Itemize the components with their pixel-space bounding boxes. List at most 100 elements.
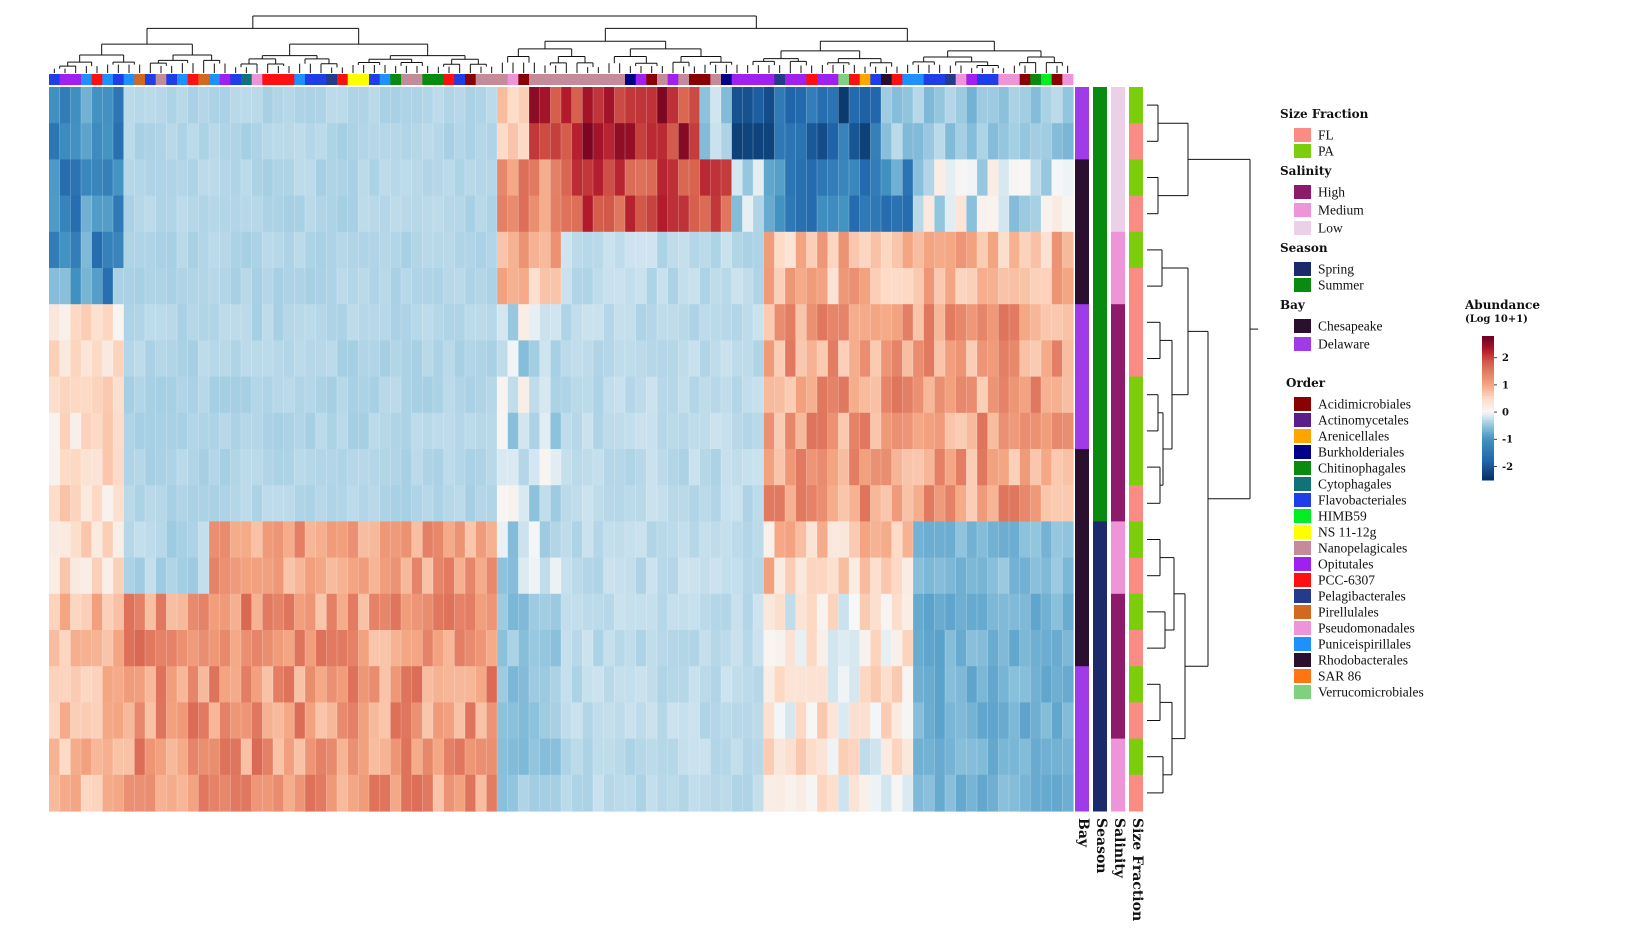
heatmap-cell [358,557,370,595]
heatmap-cell [699,304,711,341]
heatmap-cell [198,702,210,740]
heatmap-cell [774,774,786,812]
heatmap-cell [550,412,562,450]
heatmap-cell [603,738,615,776]
heatmap-cell [529,521,541,559]
heatmap-cell [49,666,61,703]
heatmap-cell [1009,557,1021,595]
heatmap-cell [379,738,391,776]
heatmap-cell [795,485,807,522]
heatmap-cell [241,87,253,124]
salinity-annotation-cell [1111,449,1125,486]
heatmap-cell [454,557,466,595]
legend-swatch-chitinophagales [1294,461,1311,475]
heatmap-cell [219,702,231,740]
heatmap-cell [433,87,445,124]
heatmap-cell [433,774,445,812]
heatmap-cell [305,666,317,703]
order-annotation-cell [1019,74,1031,85]
order-annotation-cell [443,74,455,85]
heatmap-cell [923,376,935,414]
heatmap-cell [1030,340,1042,378]
heatmap-cell [401,521,413,559]
heatmap-cell [721,195,733,233]
heatmap-cell [177,449,189,486]
heatmap-cell [699,557,711,595]
heatmap-cell [230,557,242,595]
heatmap-cell [667,195,679,233]
heatmap-cell [710,593,722,631]
heatmap-cell [443,774,455,812]
heatmap-cell [529,304,541,341]
heatmap-cell [379,666,391,703]
heatmap-cell [358,593,370,631]
legend-swatch-himb59 [1294,509,1311,523]
heatmap-cell [49,738,61,776]
heatmap-cell [273,195,285,233]
heatmap-cell [262,521,274,559]
heatmap-cell [59,702,71,740]
heatmap-cell [806,774,818,812]
heatmap-cell [795,376,807,414]
heatmap-cell [817,268,829,305]
heatmap-cell [305,159,317,197]
heatmap-cell [934,774,946,812]
colorbar-gradient-step [1482,388,1494,392]
heatmap-cell [507,666,519,703]
heatmap-cell [603,593,615,631]
heatmap-cell [955,340,967,378]
heatmap-cell [422,449,434,486]
heatmap-cell [987,521,999,559]
heatmap-cell [251,159,263,197]
heatmap-cell [1062,412,1074,450]
heatmap-cell [433,630,445,667]
heatmap-cell [774,593,786,631]
order-annotation-cell [433,74,445,85]
heatmap-cell [91,557,103,595]
heatmap-cell [49,412,61,450]
heatmap-cell [731,412,743,450]
heatmap-cell [966,159,978,197]
heatmap-cell [1019,123,1031,160]
heatmap-cell [145,231,157,269]
heatmap-cell [294,738,306,776]
size-fraction-annotation-cell [1129,666,1143,703]
heatmap-cell [763,231,775,269]
colorbar-gradient-step [1482,436,1494,440]
heatmap-cell [635,557,647,595]
heatmap-cell [465,87,477,124]
heatmap-cell [849,702,861,740]
heatmap-cell [369,87,381,124]
heatmap-cell [934,449,946,486]
heatmap-cell [230,123,242,160]
heatmap-cell [838,123,850,160]
heatmap-cell [891,774,903,812]
heatmap-cell [955,702,967,740]
heatmap-cell [753,123,765,160]
heatmap-cell [177,485,189,522]
heatmap-cell [614,593,626,631]
bay-annotation-cell [1075,738,1089,776]
heatmap-cell [902,593,914,631]
heatmap-cell [742,593,754,631]
heatmap-cell [198,87,210,124]
heatmap-cell [998,159,1010,197]
heatmap-cell [486,449,498,486]
heatmap-cell [625,557,637,595]
order-annotation-cell [785,74,797,85]
heatmap-cell [230,521,242,559]
heatmap-cell [219,159,231,197]
heatmap-cell [902,702,914,740]
heatmap-cell [113,449,125,486]
heatmap-cell [358,268,370,305]
heatmap-cell [497,304,509,341]
heatmap-cell [390,557,402,595]
heatmap-cell [102,449,114,486]
heatmap-cell [475,774,487,812]
heatmap-cell [454,87,466,124]
heatmap-cell [593,702,605,740]
heatmap-cell [667,630,679,667]
heatmap-cell [1009,123,1021,160]
heatmap-cell [305,304,317,341]
heatmap-cell [155,412,167,450]
